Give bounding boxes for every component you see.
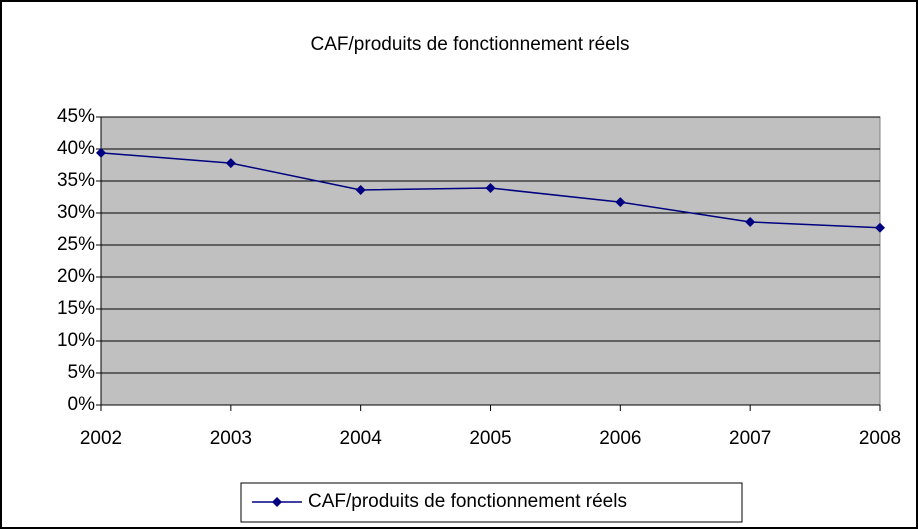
y-tick-label: 35% bbox=[57, 170, 95, 191]
point-marker bbox=[485, 183, 496, 194]
y-tick-label: 20% bbox=[57, 266, 95, 287]
plot-area bbox=[100, 116, 881, 406]
point-marker bbox=[225, 158, 236, 169]
y-tick-label: 25% bbox=[57, 234, 95, 255]
y-tick-label: 5% bbox=[68, 362, 96, 383]
y-tick-label: 0% bbox=[68, 394, 96, 415]
x-tick-label: 2005 bbox=[469, 428, 511, 449]
y-tick-label: 30% bbox=[57, 202, 95, 223]
legend-label: CAF/produits de fonctionnement réels bbox=[308, 491, 627, 512]
x-tick-label: 2008 bbox=[859, 428, 901, 449]
point-marker bbox=[875, 222, 885, 233]
point-marker bbox=[355, 184, 366, 195]
point-marker bbox=[745, 216, 756, 227]
legend-box bbox=[240, 482, 743, 523]
point-marker bbox=[96, 147, 106, 158]
x-tick-label: 2007 bbox=[729, 428, 771, 449]
x-tick-label: 2004 bbox=[340, 428, 383, 449]
x-tick-label: 2006 bbox=[599, 428, 641, 449]
chart-title: CAF/produits de fonctionnement réels bbox=[311, 34, 630, 55]
y-tick-label: 15% bbox=[57, 298, 95, 319]
legend-marker bbox=[272, 497, 282, 507]
x-tick-label: 2002 bbox=[80, 428, 122, 449]
y-tick-label: 45% bbox=[57, 106, 95, 127]
y-tick-label: 10% bbox=[57, 330, 95, 351]
point-marker bbox=[615, 197, 626, 208]
x-tick-label: 2003 bbox=[210, 428, 252, 449]
y-tick-label: 40% bbox=[57, 138, 95, 159]
